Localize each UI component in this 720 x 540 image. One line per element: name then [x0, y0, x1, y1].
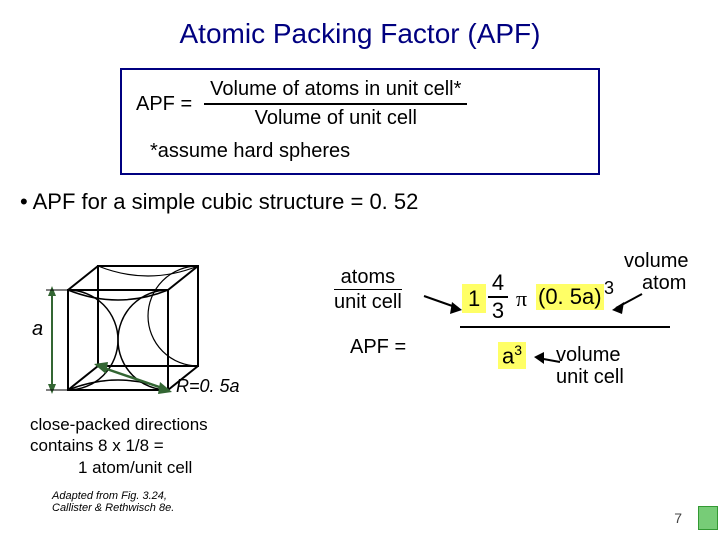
a-label: a: [32, 318, 43, 341]
a-base: a: [502, 343, 514, 368]
divider: [334, 289, 402, 290]
count-one: 1: [462, 286, 486, 312]
arrow-to-one-icon: [422, 288, 466, 328]
citation: Adapted from Fig. 3.24, Callister & Reth…: [52, 490, 174, 514]
slide-title: Atomic Packing Factor (APF): [0, 0, 720, 50]
four: 4: [488, 272, 508, 294]
four-thirds: 4 3: [488, 272, 508, 322]
volume-unitcell-label: volume unit cell: [556, 344, 624, 388]
nav-icon[interactable]: [698, 506, 718, 530]
apf-fraction: Volume of atoms in unit cell* Volume of …: [204, 78, 467, 130]
a-cubed-highlight: a3: [498, 342, 526, 369]
atoms-text: atoms: [334, 266, 402, 288]
page-number: 7: [674, 510, 682, 526]
apf-denominator: Volume of unit cell: [204, 105, 467, 130]
a-exp: 3: [514, 342, 522, 358]
caption-block: close-packed directions contains 8 x 1/8…: [30, 414, 208, 478]
volume-text: volume: [624, 250, 688, 272]
volume-atom-label: volume atom: [624, 250, 688, 294]
caption-line1: close-packed directions: [30, 414, 208, 435]
bullet-simple-cubic: • APF for a simple cubic structure = 0. …: [20, 189, 720, 215]
apf-definition-box: APF = Volume of atoms in unit cell* Volu…: [120, 68, 600, 175]
r-label: R=0. 5a: [176, 376, 240, 397]
apf-equals: APF =: [350, 336, 406, 359]
arrow-to-a3-icon: [534, 352, 564, 372]
one-highlight: 1: [462, 284, 486, 313]
volume-text2: volume: [556, 344, 624, 366]
unitcell-text2: unit cell: [556, 366, 624, 388]
citation-l1: Adapted from Fig. 3.24,: [52, 490, 174, 502]
apf-numerator: Volume of atoms in unit cell*: [204, 78, 467, 103]
three: 3: [488, 300, 508, 322]
unitcell-text: unit cell: [334, 291, 402, 313]
arrow-to-radius-icon: [612, 290, 648, 320]
atoms-per-unitcell-label: atoms unit cell: [334, 266, 402, 313]
footnote: *assume hard spheres: [150, 140, 584, 163]
caption-line2: contains 8 x 1/8 =: [30, 435, 208, 456]
apf-lhs: APF =: [136, 93, 192, 116]
radius-highlight: (0. 5a): [536, 284, 604, 310]
caption-line3: 1 atom/unit cell: [30, 457, 208, 478]
main-fraction-line: [460, 326, 670, 328]
citation-l2: Callister & Rethwisch 8e.: [52, 502, 174, 514]
pi-symbol: π: [516, 286, 527, 312]
